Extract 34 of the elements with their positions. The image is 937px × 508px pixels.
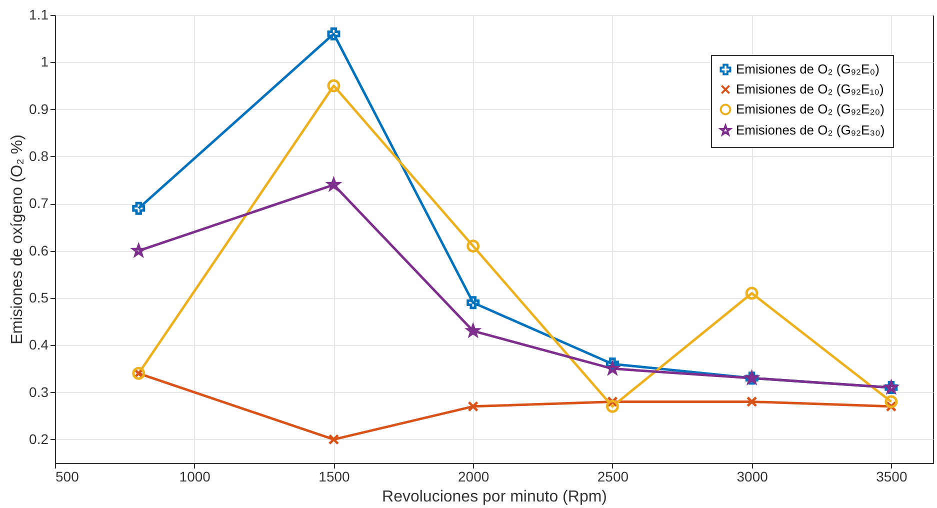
point	[327, 79, 340, 92]
y-tick-label: 0.8	[29, 148, 49, 164]
point	[466, 296, 480, 310]
y-tick-label: 1.1	[29, 6, 49, 22]
point	[466, 240, 480, 253]
y-tick-label: 0.4	[29, 336, 49, 353]
x-tick-label: 3500	[876, 468, 908, 484]
y-tick-label: 1	[40, 54, 49, 70]
point	[327, 27, 340, 40]
legend-label: Emisiones de O₂ (G₉₂E₁₀)	[736, 82, 884, 96]
x-tick-label: 2000	[458, 468, 490, 484]
point	[606, 400, 619, 413]
legend-label: Emisiones de O₂ (G₉₂E₃₀)	[736, 122, 885, 138]
point	[746, 396, 758, 408]
point	[132, 202, 146, 215]
point	[328, 434, 340, 445]
y-tick-label: 0.2	[29, 430, 49, 447]
x-axis-title: Revoluciones por minuto (Rpm)	[382, 488, 607, 506]
x-tick-label: 2500	[597, 468, 629, 484]
x-tick-label: 3000	[736, 468, 768, 484]
y-axis-title: Emisiones de oxígeno (O₂ %)	[9, 134, 26, 344]
x-tick-label: 1500	[318, 468, 350, 484]
point	[884, 395, 898, 408]
x-tick-label: 500	[56, 468, 80, 484]
x-tick-label: 1000	[179, 468, 211, 484]
point	[745, 286, 758, 300]
y-tick-label: 0.5	[29, 289, 49, 306]
y-tick-label: 0.6	[29, 242, 49, 258]
legend-label: Emisiones de O₂ (G₉₂E₂₀)	[736, 102, 885, 116]
legend-label: Emisiones de O₂ (G₉₂E₀)	[736, 62, 880, 76]
y-tick-label: 0.3	[29, 384, 49, 400]
y-tick-label: 0.9	[29, 100, 49, 117]
point	[468, 400, 479, 412]
y-tick-label: 0.7	[29, 195, 49, 212]
